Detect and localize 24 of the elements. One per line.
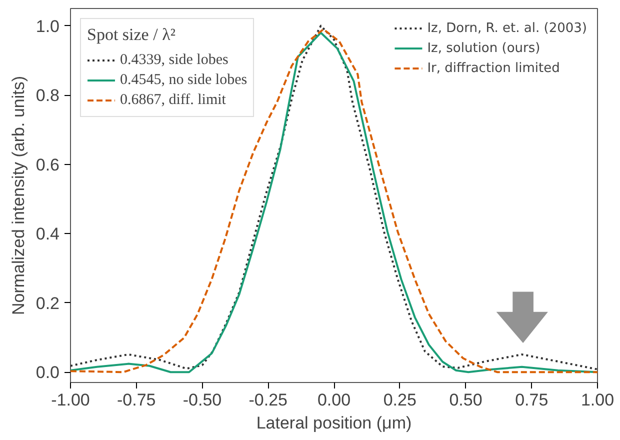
x-tick-label: 0.25 — [383, 390, 416, 410]
x-tick-label: 0.75 — [515, 390, 548, 410]
y-tick-label: 1.0 — [36, 16, 60, 36]
legend-label: Iz, solution (ours) — [427, 40, 540, 56]
x-tick-label: -1.00 — [51, 390, 90, 410]
x-tick-label: -0.50 — [182, 390, 222, 410]
x-axis-title: Lateral position (μm) — [256, 414, 412, 432]
y-tick-label: 0.0 — [36, 363, 60, 382]
legend-label: Iz, Dorn, R. et. al. (2003) — [427, 20, 587, 36]
y-axis-title: Normalized intensity (arb. units) — [8, 76, 28, 316]
y-tick-label: 0.2 — [36, 294, 60, 313]
legend-title: Spot size / λ² — [87, 25, 176, 45]
y-tick-label: 0.6 — [36, 155, 60, 174]
x-tick-label: 1.00 — [580, 390, 614, 410]
x-tick-label: 0.50 — [449, 390, 482, 410]
y-tick-label: 0.8 — [36, 86, 60, 106]
x-tick-label: 0.00 — [317, 390, 351, 410]
annotation: 0.6867, diff. limit — [120, 91, 226, 109]
legend-label: Ir, diffraction limited — [427, 60, 560, 76]
x-tick-label: -0.75 — [117, 390, 156, 410]
annotation: 0.4545, no side lobes — [120, 71, 248, 89]
annotation: 0.4339, side lobes — [120, 51, 228, 69]
x-tick-label: -0.25 — [248, 390, 288, 410]
y-tick-label: 0.4 — [36, 224, 60, 244]
